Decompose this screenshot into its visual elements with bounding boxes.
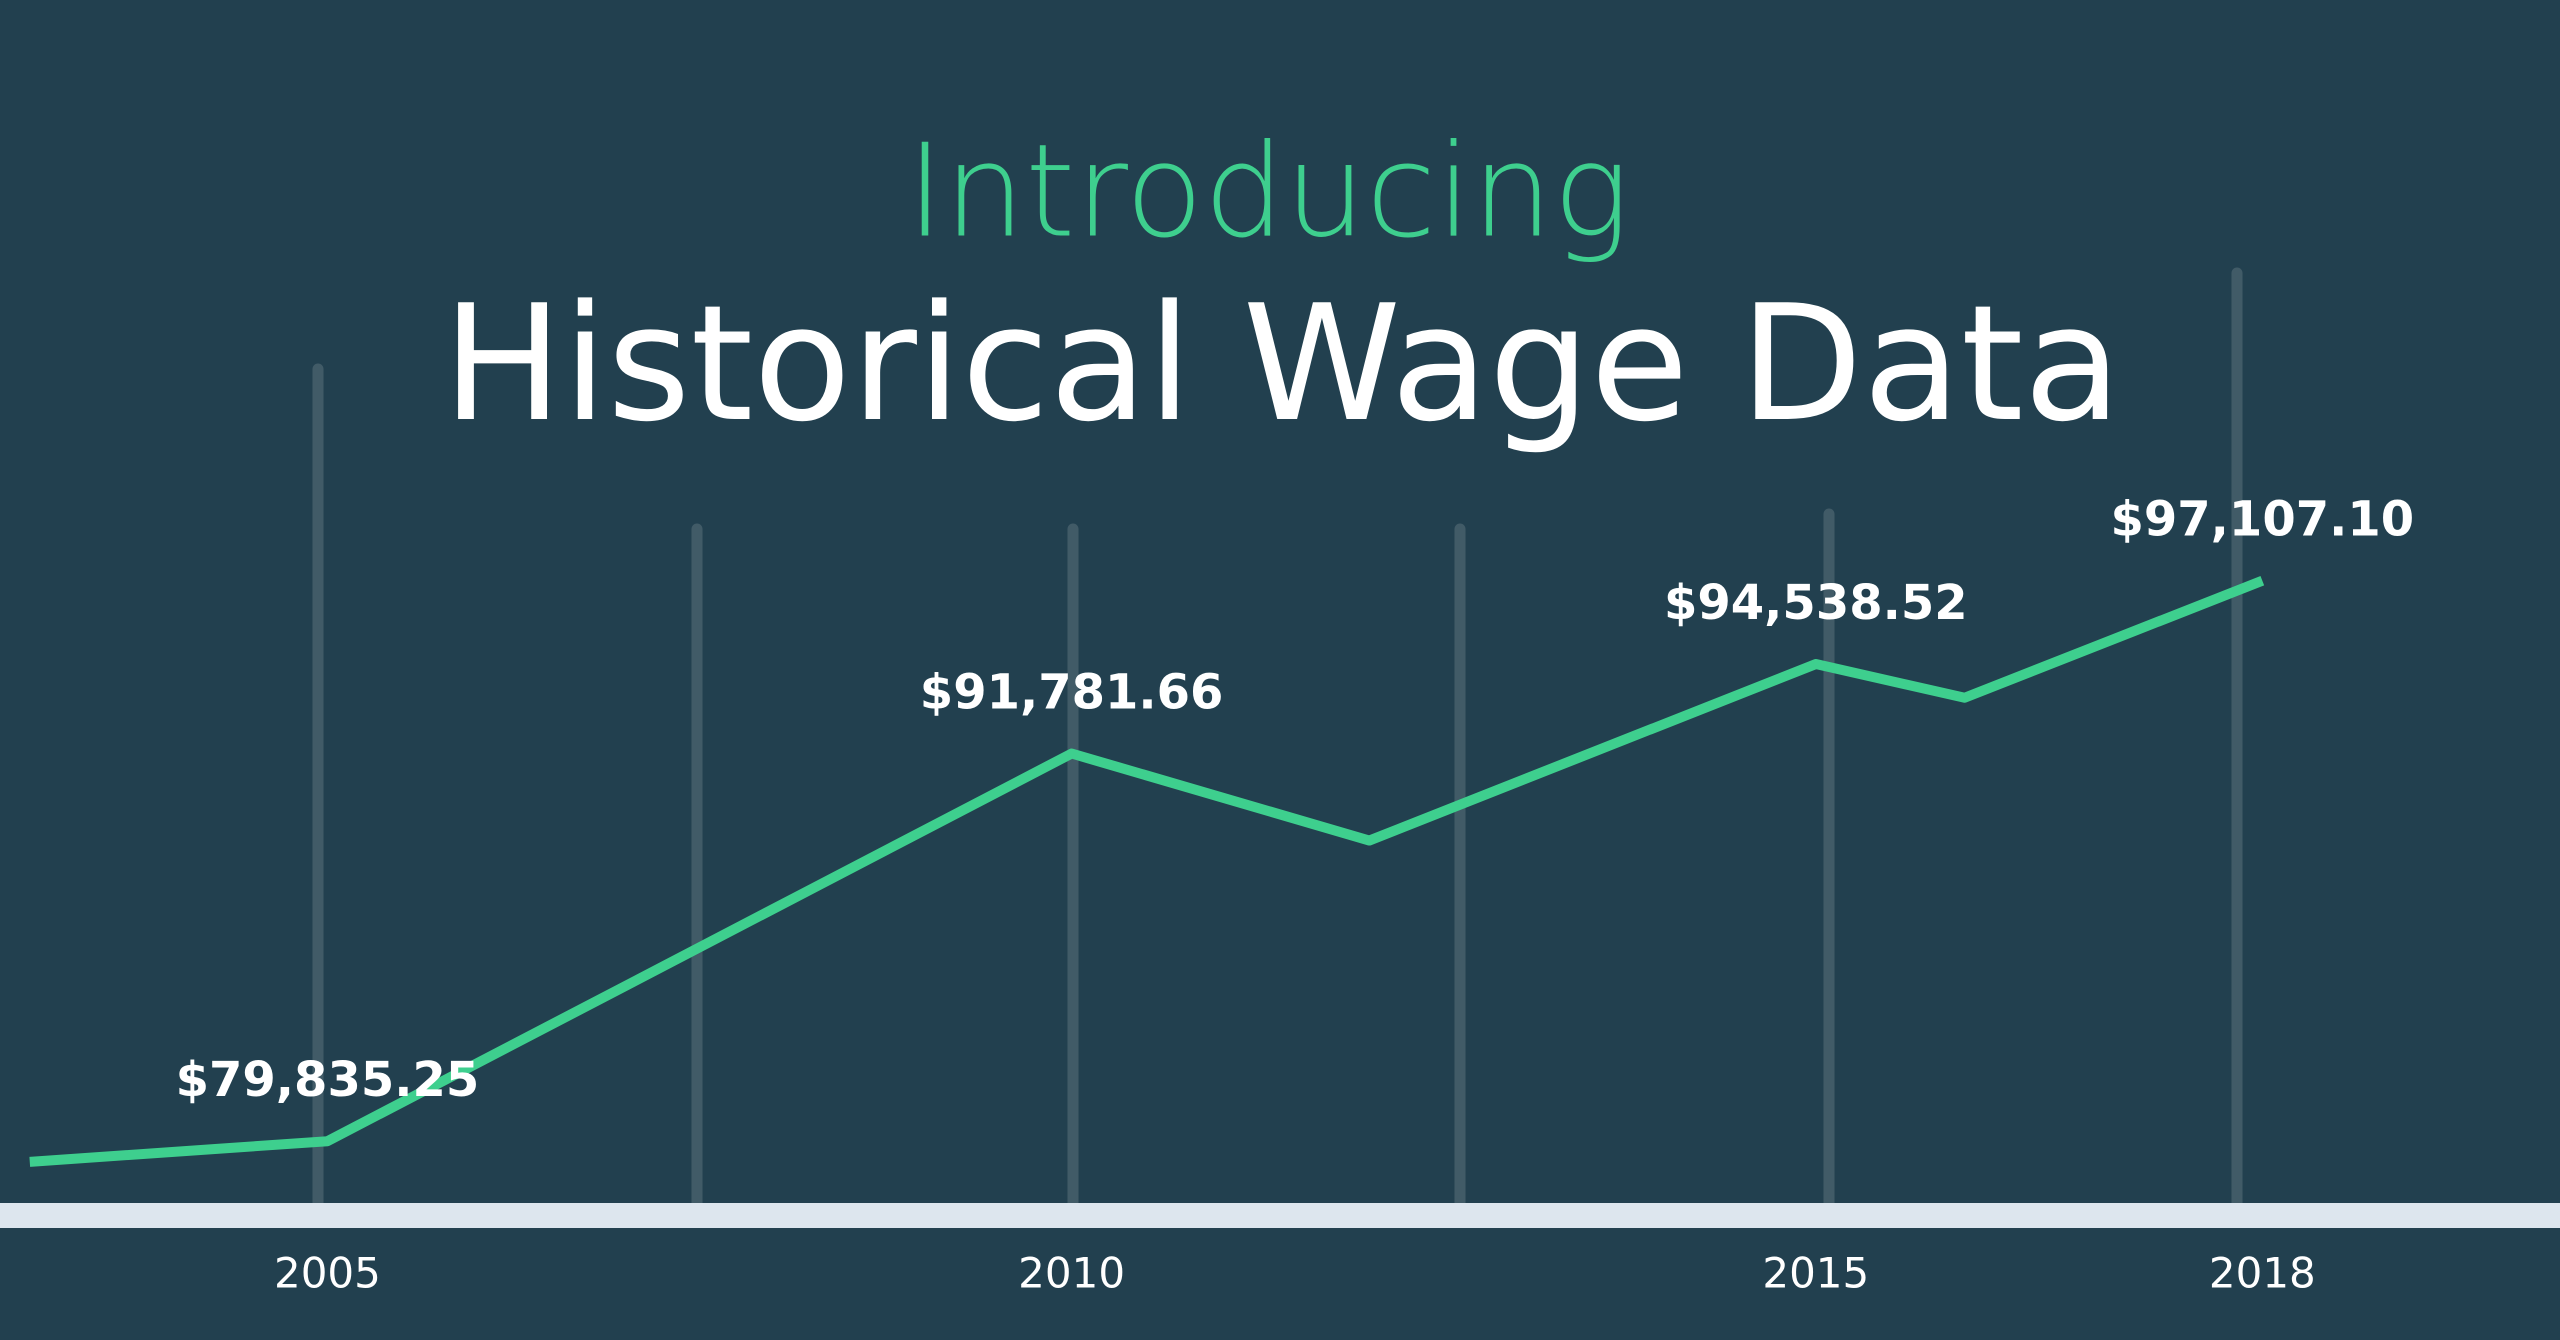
x-tick-label: 2018 xyxy=(2209,1249,2316,1298)
x-tick-label: 2015 xyxy=(1762,1249,1869,1298)
data-label: $79,835.25 xyxy=(176,1052,480,1108)
line xyxy=(29,576,2265,1167)
x-tick-label: 2010 xyxy=(1018,1249,1125,1298)
data-label: $94,538.52 xyxy=(1664,575,1968,631)
x-tick-label: 2005 xyxy=(274,1249,381,1298)
chart-title: Historical Wage Data xyxy=(442,270,2121,457)
chart-subtitle: Introducing xyxy=(906,117,1629,266)
data-label: $97,107.10 xyxy=(2110,492,2414,548)
decor-lines xyxy=(312,267,2243,1222)
data-label: $91,781.66 xyxy=(920,665,1224,721)
baseline xyxy=(0,1203,2560,1228)
